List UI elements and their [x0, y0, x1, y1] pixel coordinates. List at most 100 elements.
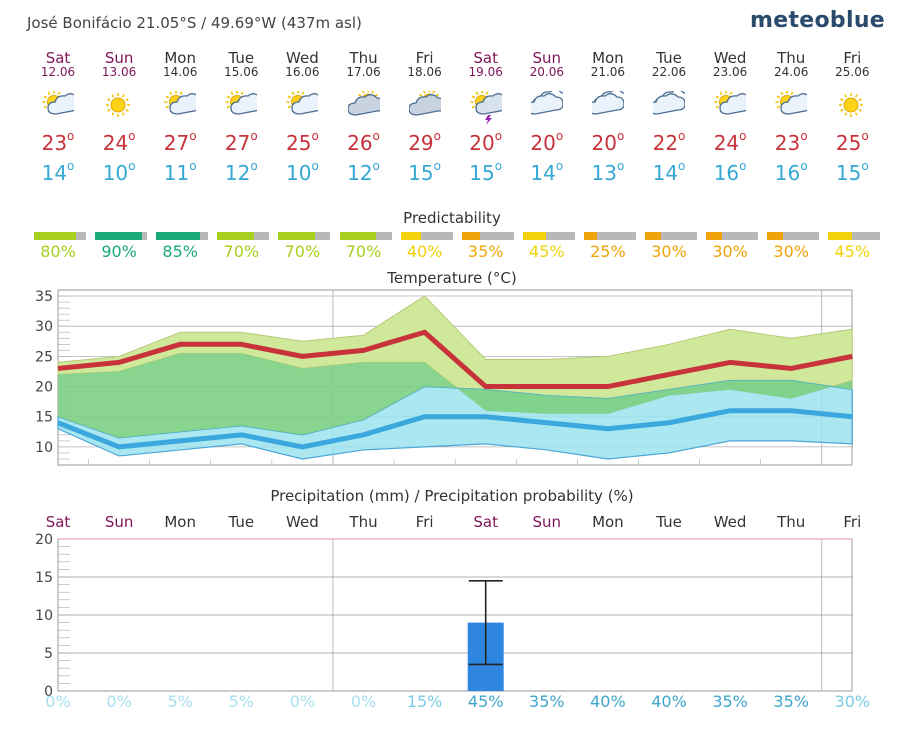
predictability-bar [217, 232, 270, 240]
max-temperature-line [57, 329, 853, 390]
day-column: Thu 17.06 26o 12o [333, 50, 395, 185]
day-date: 12.06 [40, 65, 76, 79]
y-tick-label: 15 [35, 410, 53, 426]
day-column: Sun 13.06 24o 10o [88, 50, 150, 185]
day-name: Thu [349, 49, 378, 67]
sun-storm-icon [455, 90, 517, 127]
day-column: Tue 15.06 27o 12o [210, 50, 272, 185]
min-temperature: 11o [163, 159, 197, 185]
predictability-percent: 90% [101, 242, 137, 261]
y-tick-label: 30 [35, 319, 53, 335]
precipitation-probability: 0% [350, 692, 377, 711]
precipitation-chart-title: Precipitation (mm) / Precipitation proba… [270, 487, 634, 505]
day-date: 14.06 [163, 65, 198, 79]
predictability-bar [645, 232, 697, 240]
day-date: 18.06 [407, 65, 442, 79]
predictability-fill [400, 232, 422, 240]
day-column: Wed 16.06 25o 10o [271, 50, 333, 185]
predictability-percent: 25% [590, 242, 626, 261]
precipitation-probability: 15% [406, 692, 443, 711]
predictability-percent: 70% [284, 242, 321, 261]
max-temperature: 24o [102, 129, 136, 155]
min-temperature: 14o [41, 159, 75, 185]
predictability-percent: 30% [651, 242, 687, 261]
max-temperature: 20o [530, 129, 564, 155]
precipitation-probability: 5% [167, 692, 193, 711]
sun-cloud-icon [149, 90, 211, 127]
day-column: Mon 21.06 20o 13o [577, 50, 639, 185]
day-name: Sat [45, 49, 71, 67]
precipitation-probability: 0% [289, 692, 316, 711]
min-temperature: 15o [835, 159, 869, 185]
precipitation-day-label: Tue [228, 513, 255, 531]
min-temperature: 15o [469, 159, 503, 185]
y-tick-label: 20 [35, 380, 53, 396]
predictability-bar [34, 232, 86, 240]
max-temperature: 22o [652, 129, 686, 155]
day-name: Tue [228, 49, 255, 67]
precipitation-day-label: Fri [415, 513, 434, 531]
predictability-fill [278, 232, 315, 240]
precipitation-day-label: Sat [45, 513, 71, 531]
precipitation-probability: 45% [467, 692, 504, 711]
day-date: 23.06 [712, 65, 748, 79]
precipitation-probability: 35% [712, 692, 748, 711]
min-temperature: 12o [347, 159, 380, 185]
min-temperature: 16o [713, 159, 747, 185]
predictability-bar [706, 232, 759, 240]
predictability-percent: 35% [467, 242, 504, 261]
day-name: Fri [843, 49, 862, 67]
predictability-fill [828, 232, 852, 240]
precipitation-day-label: Thu [777, 513, 806, 531]
predictability-bar [95, 232, 148, 240]
day-column: Fri 18.06 29o 15o [394, 50, 456, 185]
precipitation-day-label: Mon [164, 513, 196, 531]
predictability-fill [461, 232, 480, 240]
min-temperature: 16o [774, 159, 808, 185]
precipitation-day-label: Thu [349, 513, 378, 531]
max-temperature: 23o [41, 129, 75, 155]
predictability-fill [34, 232, 76, 240]
y-tick-label: 20 [35, 532, 53, 548]
sun-cloud-icon [27, 90, 89, 127]
predictability-percent: 45% [529, 242, 565, 261]
day-column: Sun 20.06 20o 14o [516, 50, 578, 185]
y-tick-label: 10 [35, 440, 53, 456]
cloud-icon [638, 89, 700, 127]
y-tick-label: 10 [35, 608, 53, 624]
day-date: 20.06 [529, 65, 564, 79]
day-date: 13.06 [101, 65, 137, 79]
predictability-bar [400, 232, 453, 240]
precipitation-day-label: Sat [473, 513, 498, 531]
predictability-bar [828, 232, 881, 240]
precipitation-day-label: Sun [104, 513, 134, 531]
predictability-bar [339, 232, 392, 240]
precipitation-probability: 35% [773, 692, 809, 711]
day-name: Mon [164, 49, 196, 67]
temperature-chart-title: Temperature (°C) [387, 269, 517, 287]
precipitation-day-label: Mon [592, 513, 624, 531]
max-temperature: 25o [835, 129, 869, 155]
predictability-bar [461, 232, 514, 240]
sun-icon [821, 91, 883, 127]
min-temperature: 14o [530, 159, 564, 185]
max-temperature: 23o [774, 129, 808, 155]
predictability-percent: 70% [223, 242, 260, 261]
y-tick-label: 0 [44, 684, 53, 700]
predictability-percent: 30% [773, 242, 809, 261]
max-temperature: 27o [224, 129, 258, 155]
cloud-sun-icon [333, 89, 395, 127]
precipitation-day-label: Tue [656, 513, 682, 531]
predictability-percent: 70% [345, 242, 382, 261]
sun-icon [88, 91, 150, 127]
day-date: 16.06 [285, 65, 320, 79]
max-temperature: 27o [163, 129, 197, 155]
precipitation-probability: 0% [106, 692, 132, 711]
precipitation-probability: 40% [590, 692, 626, 711]
predictability-title: Predictability [403, 209, 501, 227]
predictability-bar [278, 232, 331, 240]
day-name: Sun [104, 49, 134, 67]
precipitation-probability: 30% [834, 692, 871, 711]
sun-cloud-icon [210, 90, 272, 127]
